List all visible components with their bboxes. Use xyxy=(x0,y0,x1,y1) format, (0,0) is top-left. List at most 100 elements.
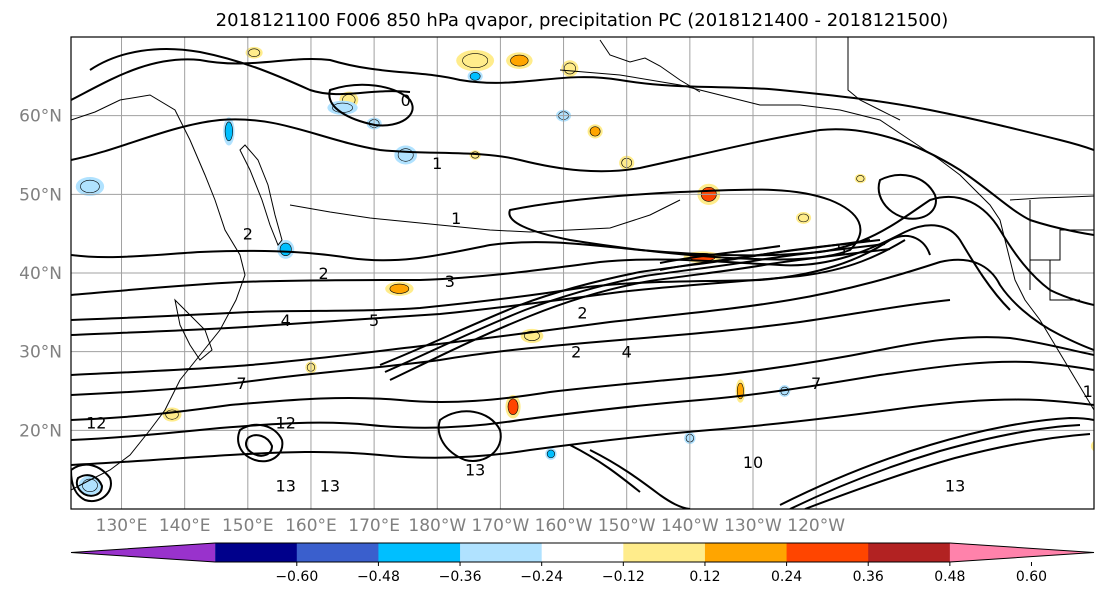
precip-patch-20 xyxy=(798,213,809,223)
contour-label-8: 5 xyxy=(836,240,846,259)
contour-10 xyxy=(71,336,1094,421)
colorbar-segment-7 xyxy=(704,543,788,562)
lon-tick-label-6: 170°W xyxy=(472,516,530,536)
contour-label-14: 12 xyxy=(86,413,106,432)
contour-label-13: 12 xyxy=(276,413,296,432)
contour-closed-west xyxy=(237,423,284,463)
colorbar-segment-8 xyxy=(786,543,869,562)
lon-tick-label-1: 140°E xyxy=(159,516,211,536)
contour-label-7: 5 xyxy=(369,311,379,330)
lon-tick-label-0: 130°E xyxy=(96,516,148,536)
colorbar-tick-label-7: 0.36 xyxy=(853,569,884,585)
colorbar-tick-label-0: −0.60 xyxy=(275,569,318,585)
contour-label-17: 13 xyxy=(465,461,485,480)
contour-1-north xyxy=(71,118,1094,236)
contour-label-21: 2 xyxy=(577,303,587,322)
contour-8-band xyxy=(71,299,951,396)
coastline-asia xyxy=(71,94,246,491)
coastline-japan xyxy=(174,298,213,361)
qvapor-contours xyxy=(71,48,1094,509)
precip-patch-0 xyxy=(563,62,576,75)
lon-tick-label-11: 120°W xyxy=(787,516,845,536)
precip-patch-14 xyxy=(80,179,100,194)
longitude-axis: 130°E 140°E 150°E 160°E 170°E 180°W 170°W 160°W… xyxy=(96,516,846,536)
latitude-axis: 20°N 30°N 40°N 50°N 60°N xyxy=(19,107,62,442)
lon-tick-label-4: 170°E xyxy=(348,516,400,536)
precip-patch-13 xyxy=(224,121,233,142)
lon-tick-label-2: 150°E xyxy=(222,516,274,536)
border-alaska-canada xyxy=(847,37,901,121)
contour-label-20: 1 xyxy=(1083,382,1093,401)
coastline-north-america xyxy=(559,69,1094,411)
contour-4 xyxy=(71,235,931,321)
coastline-aleutians xyxy=(289,199,681,233)
contour-closed-bering xyxy=(328,83,414,127)
contour-label-19: 13 xyxy=(945,476,965,495)
coastline-kamchatka xyxy=(239,144,283,246)
colorbar-outline xyxy=(70,542,1095,563)
precip-patch-4 xyxy=(462,53,489,68)
lon-tick-label-10: 130°W xyxy=(724,516,782,536)
contour-closed-mid xyxy=(437,410,502,462)
colorbar-segment-2 xyxy=(296,543,379,562)
contour-label-12: 4 xyxy=(622,343,632,362)
contour-7 xyxy=(71,258,1094,376)
precip-patch-27 xyxy=(546,449,556,459)
precip-patch-21 xyxy=(856,175,865,183)
colorbar-extend-high xyxy=(949,543,1094,562)
contour-label-18: 10 xyxy=(743,453,763,472)
precip-patch-26 xyxy=(1093,444,1094,448)
contour-0-basin xyxy=(89,48,411,96)
lat-tick-label-3: 50°N xyxy=(19,185,62,205)
contour-label-5: 3 xyxy=(445,272,455,291)
precip-patch-halo-26 xyxy=(1090,440,1094,452)
precip-patch-29 xyxy=(82,478,98,492)
contour-label-1: 1 xyxy=(432,154,442,173)
map-frame xyxy=(70,36,1095,510)
graticule xyxy=(71,37,1094,509)
precip-patch-5 xyxy=(510,54,529,67)
contour-closed-sw xyxy=(71,463,112,503)
lon-tick-label-7: 160°W xyxy=(535,516,593,536)
contour-front-b xyxy=(384,243,886,373)
colorbar: −0.60 −0.48 −0.36 −0.24 −0.12 0.12 0.24 0.36 0.4… xyxy=(70,542,1095,585)
contour-label-4: 2 xyxy=(318,264,328,283)
lon-tick-label-9: 140°W xyxy=(661,516,719,536)
contour-12 xyxy=(71,360,1094,441)
border-canada-us xyxy=(1009,195,1094,201)
contour-south-band-c xyxy=(804,433,1091,509)
colorbar-tick-label-3: −0.24 xyxy=(520,569,563,585)
contour-label-9: 7 xyxy=(236,374,246,393)
coastline-alaska-west xyxy=(599,39,701,93)
lon-tick-label-3: 160°E xyxy=(285,516,337,536)
colorbar-segment-6 xyxy=(623,543,706,562)
contour-front-c xyxy=(389,248,891,381)
contour-label-3: 2 xyxy=(243,225,253,244)
lat-tick-label-1: 30°N xyxy=(19,343,62,363)
contour-label-6: 4 xyxy=(281,311,291,330)
colorbar-tick-label-8: 0.48 xyxy=(934,569,965,585)
coastlines xyxy=(71,37,1094,491)
colorbar-tick-label-6: 0.24 xyxy=(771,569,802,585)
colorbar-segment-3 xyxy=(378,543,461,562)
contour-13 xyxy=(71,398,1094,466)
precip-patch-7 xyxy=(507,398,519,415)
precip-patch-1 xyxy=(589,126,601,137)
contour-front-d xyxy=(659,239,871,271)
lon-tick-label-5: 180°W xyxy=(408,516,466,536)
contour-3 xyxy=(71,224,1011,311)
colorbar-segment-5 xyxy=(541,543,624,562)
contour-closed-east xyxy=(877,174,937,220)
contour-south-band-b xyxy=(789,424,1081,509)
contour-label-2: 1 xyxy=(451,209,461,228)
contour-label-0: 0 xyxy=(401,91,411,110)
colorbar-segment-1 xyxy=(215,543,298,562)
contour-label-11: 2 xyxy=(571,343,581,362)
colorbar-tick-label-2: −0.36 xyxy=(439,569,482,585)
colorbar-tick-label-1: −0.48 xyxy=(357,569,400,585)
contour-south-band-d xyxy=(569,444,691,509)
contour-label-10: 7 xyxy=(811,374,821,393)
colorbar-segment-9 xyxy=(868,543,951,562)
colorbar-segment-4 xyxy=(460,543,543,562)
